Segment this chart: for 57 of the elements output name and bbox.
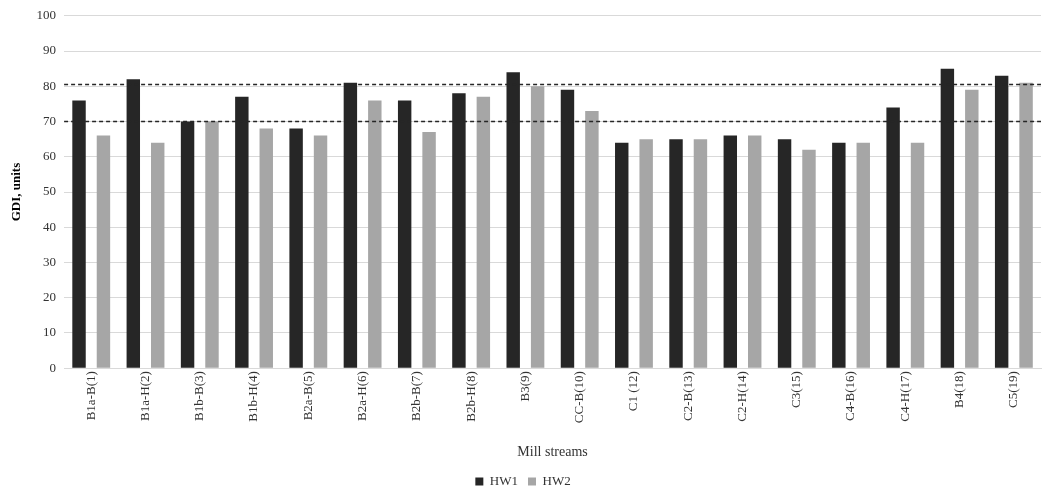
y-tick-label: 0 <box>49 359 57 375</box>
bar <box>965 89 979 368</box>
x-tick-label: C2-H(14) <box>733 371 749 422</box>
bar <box>802 149 816 368</box>
x-tick-label: B1b-B(3) <box>191 371 207 422</box>
x-tick-label: B1a-H(2) <box>136 371 152 422</box>
x-tick-label: C2-B(13) <box>679 371 695 422</box>
bar <box>615 142 629 368</box>
x-tick-label: B2a-H(6) <box>354 371 370 422</box>
bar <box>422 132 436 368</box>
y-tick-label: 10 <box>43 324 57 340</box>
x-tick-label: B2a-B(5) <box>299 371 315 421</box>
bar <box>723 135 738 368</box>
y-tick-label: 40 <box>43 218 57 234</box>
bar <box>151 142 165 368</box>
y-tick-label: 70 <box>43 112 57 128</box>
bar <box>585 110 599 368</box>
y-tick-label: 60 <box>43 148 57 164</box>
x-tick-label: C4-H(17) <box>896 371 912 422</box>
bar <box>96 135 111 368</box>
x-tick-label: C3(15) <box>788 371 804 409</box>
bar <box>313 135 328 368</box>
x-axis-title: Mill streams <box>517 444 588 460</box>
x-tick-label: C1 (12) <box>625 371 641 412</box>
bar <box>205 121 219 368</box>
y-tick-label: 90 <box>43 42 57 58</box>
y-tick-label: 20 <box>43 289 57 305</box>
bar <box>693 139 708 368</box>
x-tick-label: C5(19) <box>1005 371 1021 409</box>
bar <box>259 128 273 368</box>
legend-label: HW2 <box>542 472 571 488</box>
bar <box>748 135 762 368</box>
bar <box>368 100 382 368</box>
y-axis-title: GDI, units <box>8 162 24 222</box>
x-tick-label: B3(9) <box>516 371 532 402</box>
bar <box>777 139 792 368</box>
y-tick-label: 50 <box>43 183 57 199</box>
bar <box>289 128 303 368</box>
bar <box>476 96 491 368</box>
bar <box>639 139 653 368</box>
x-tick-label: B1b-H(4) <box>245 371 261 422</box>
legend-label: HW1 <box>489 472 519 488</box>
y-tick-label: 80 <box>43 77 57 93</box>
bar <box>832 142 846 368</box>
x-tick-label: C4-B(16) <box>842 371 858 422</box>
y-tick-label: 30 <box>43 253 57 269</box>
y-tick-label: 100 <box>36 7 57 23</box>
x-tick-label: CC-B(10) <box>571 371 587 424</box>
bar <box>1019 82 1033 368</box>
bar <box>910 142 925 368</box>
x-tick-label: B4(18) <box>951 371 967 409</box>
x-tick-label: B2b-B(7) <box>408 371 424 422</box>
bar <box>856 142 870 368</box>
bar <box>669 139 683 368</box>
x-tick-label: B2b-H(8) <box>462 371 478 422</box>
bar <box>530 86 545 368</box>
x-tick-label: B1a-B(1) <box>82 371 98 421</box>
